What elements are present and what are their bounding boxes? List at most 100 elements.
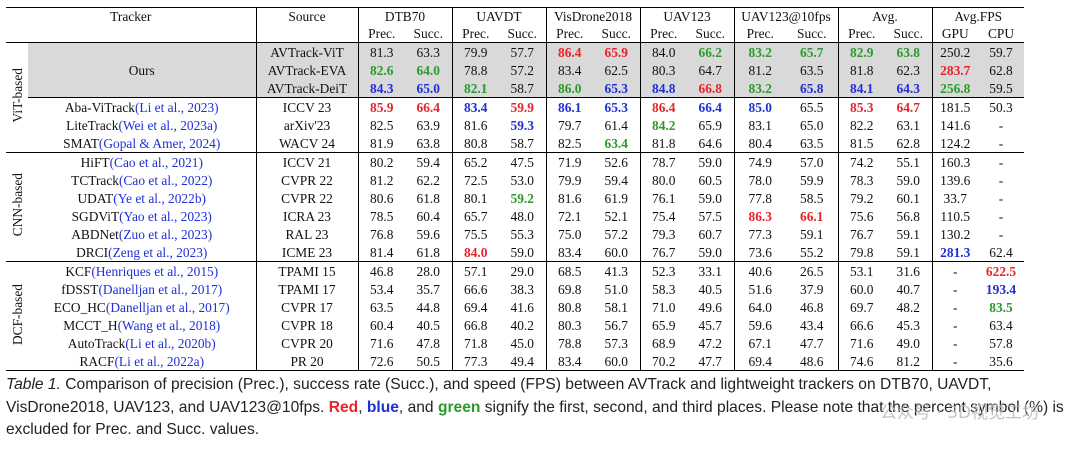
value-cell: 63.9 [416, 117, 440, 133]
citation-link[interactable]: (Zuo et al., 2023) [118, 226, 213, 242]
citation-link[interactable]: (Danelljan et al., 2017) [98, 281, 223, 297]
source-cell: TPAMI 15 [255, 261, 358, 280]
value-cell: - [953, 335, 958, 351]
value-cell: 78.5 [370, 208, 394, 224]
citation-link[interactable]: (Wang et al., 2018) [117, 317, 221, 333]
table-cell: 78.7 [639, 152, 687, 171]
value-cell: 44.8 [416, 299, 440, 315]
value-cell: 81.2 [748, 62, 772, 78]
value-cell: 56.8 [896, 208, 920, 224]
table-cell: 61.4 [593, 116, 640, 134]
citation-link[interactable]: (Danelljan et al., 2017) [105, 299, 230, 315]
source-cell: CVPR 18 [255, 316, 358, 334]
value-cell: 50.3 [989, 99, 1013, 115]
value-cell: 83.2 [748, 44, 772, 60]
table-cell: 46.8 [786, 298, 838, 316]
table-cell: 75.6 [837, 207, 885, 225]
table-cell: 80.0 [639, 171, 687, 189]
citation-link[interactable]: (Li et al., 2020b) [125, 335, 216, 351]
table-cell: 76.7 [837, 225, 885, 243]
header-succ: Succ. [507, 25, 537, 41]
table-cell: 64.0 [405, 61, 452, 79]
table-cell: 48.0 [499, 207, 546, 225]
table-cell: 70.2 [639, 352, 687, 371]
value-cell: 64.0 [416, 62, 440, 78]
table-cell: 47.8 [405, 334, 452, 352]
header-prec: Prec. [733, 25, 786, 43]
table-cell: 65.5 [786, 98, 838, 117]
table-row: AVTrack-DeiT 84.3 65.0 82.1 58.7 86.0 65.3 84.8… [6, 79, 1024, 98]
table-cell: 76.1 [639, 189, 687, 207]
header-prec: Prec. [357, 25, 405, 43]
table-cell: 80.1 [451, 189, 499, 207]
citation-link[interactable]: (Wei et al., 2023a) [118, 117, 218, 133]
citation-link[interactable]: (Cao et al., 2022) [119, 172, 213, 188]
source-cell: PR 20 [255, 352, 358, 371]
table-cell: 71.6 [837, 334, 885, 352]
tracker-name-text: fDSST [61, 281, 99, 297]
table-cell: 66.4 [405, 98, 452, 117]
value-cell: 61.8 [416, 244, 440, 260]
table-cell: 72.1 [545, 207, 593, 225]
value-cell: 58.7 [510, 80, 534, 96]
table-cell: 61.8 [405, 189, 452, 207]
table-cell: 71.0 [639, 298, 687, 316]
value-cell: 59.7 [989, 44, 1013, 60]
citation-link[interactable]: (Yao et al., 2023) [119, 208, 212, 224]
value-cell: 43.4 [800, 317, 824, 333]
table-cell: 26.5 [786, 262, 838, 281]
table-cell: 62.8 [978, 61, 1024, 79]
tracker-name: LiteTrack(Wei et al., 2023a) [28, 116, 256, 134]
value-cell: 75.5 [464, 226, 488, 242]
table-cell: 85.3 [837, 97, 885, 116]
value-cell: 40.5 [416, 317, 440, 333]
value-cell: 40.6 [748, 263, 772, 279]
citation-link[interactable]: (Zeng et al., 2023) [108, 244, 208, 260]
value-cell: 78.8 [464, 62, 488, 78]
value-cell: 40.5 [698, 281, 722, 297]
table-cell: 56.8 [885, 207, 932, 225]
value-cell: 75.4 [652, 208, 676, 224]
value-cell: 66.2 [698, 44, 722, 60]
value-cell: - [953, 317, 958, 333]
value-cell: - [998, 172, 1004, 188]
citation-link[interactable]: (Ye et al., 2022b) [113, 190, 206, 206]
table-cell: 66.6 [837, 316, 885, 334]
value-cell: 65.9 [604, 44, 628, 60]
value-cell: 59.6 [748, 317, 772, 333]
value-cell: 59.9 [800, 172, 824, 188]
value-cell: 65.2 [464, 154, 488, 170]
citation-link[interactable]: (Henriques et al., 2015) [91, 263, 219, 279]
table-row: SMAT(Gopal & Amer, 2024) WACV 24 81.9 63.8 8… [6, 134, 1024, 153]
value-cell: 83.4 [558, 244, 582, 260]
table-cell: 82.6 [357, 61, 405, 79]
tracker-name-text: UDAT [77, 190, 114, 206]
citation-link[interactable]: (Li et al., 2022a) [114, 353, 205, 369]
citation-link[interactable]: (Cao et al., 2021) [109, 154, 203, 170]
table-cell: 78.8 [451, 61, 499, 79]
table-cell: 80.3 [545, 316, 593, 334]
table-body: ViT-based Ours AVTrack-ViT 81.3 63.3 79.9 57.7… [6, 42, 1024, 371]
source-cell: CVPR 22 [255, 189, 358, 207]
value-cell: 79.8 [850, 244, 874, 260]
table-cell: 63.4 [978, 316, 1024, 334]
table-cell: 160.3 [931, 152, 978, 171]
table-cell: 38.3 [499, 280, 546, 298]
citation-link[interactable]: (Li et al., 2023) [134, 99, 219, 115]
citation-link[interactable]: (Gopal & Amer, 2024) [98, 135, 221, 151]
header-avg-fps: Avg.FPS [931, 7, 1024, 25]
table-cell: 59.0 [499, 243, 546, 262]
tracker-name-text: HiFT [80, 154, 110, 170]
header-visdrone: VisDrone2018 [545, 7, 640, 25]
tracker-name-text: RACF [79, 353, 115, 369]
table-cell: 49.6 [687, 298, 734, 316]
table-cell: 64.7 [687, 61, 734, 79]
table-cell: 60.1 [885, 189, 932, 207]
value-cell: 60.0 [850, 281, 874, 297]
table-cell: 59.4 [593, 171, 640, 189]
value-cell: 70.2 [652, 353, 676, 369]
table-cell: 65.2 [451, 152, 499, 171]
value-cell: 85.9 [370, 99, 394, 115]
value-cell: 26.5 [800, 263, 824, 279]
value-cell: 75.6 [850, 208, 874, 224]
